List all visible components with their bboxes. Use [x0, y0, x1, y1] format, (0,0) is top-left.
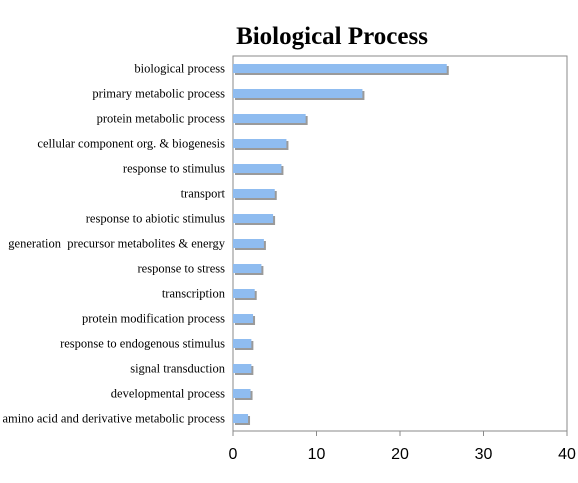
chart-title: Biological Process	[236, 23, 428, 50]
category-label: generation precursor metabolites & energ…	[8, 237, 225, 251]
bar	[233, 164, 282, 173]
bar	[233, 414, 249, 423]
category-label: primary metabolic process	[92, 87, 225, 101]
category-label: cellular component org. & biogenesis	[37, 137, 225, 151]
bars-group	[233, 64, 449, 425]
bar	[233, 264, 262, 273]
bar	[233, 114, 306, 123]
bar	[233, 189, 275, 198]
category-label: protein modification process	[82, 312, 225, 326]
bar	[233, 239, 264, 248]
bar	[233, 139, 287, 148]
category-label: transcription	[162, 287, 226, 301]
category-labels-group: biological process primary metabolic proc…	[3, 62, 226, 426]
category-label: response to endogenous stimulus	[60, 337, 225, 351]
bar	[233, 214, 274, 223]
bar	[233, 364, 252, 373]
bar	[233, 339, 252, 348]
category-label: biological process	[134, 62, 225, 76]
bar	[233, 289, 255, 298]
x-tick-label: 10	[308, 446, 326, 463]
category-label: transport	[181, 187, 226, 201]
category-label: response to stress	[138, 262, 226, 276]
category-label: response to abiotic stimulus	[86, 212, 225, 226]
bar	[233, 389, 251, 398]
category-label: response to stimulus	[123, 162, 225, 176]
x-axis-ticks-group: 0 10 20 30 40	[229, 431, 576, 463]
plot-area-frame	[232, 55, 568, 432]
category-label: protein metabolic process	[97, 112, 226, 126]
bar	[233, 89, 363, 98]
x-tick-label: 30	[475, 446, 493, 463]
x-tick-label: 20	[391, 446, 409, 463]
category-label: developmental process	[111, 387, 225, 401]
x-tick-label: 40	[558, 446, 576, 463]
bar	[233, 314, 254, 323]
bar	[233, 64, 447, 73]
category-label: amino acid and derivative metabolic proc…	[3, 412, 226, 426]
x-tick-label: 0	[229, 446, 238, 463]
category-label: signal transduction	[130, 362, 226, 376]
